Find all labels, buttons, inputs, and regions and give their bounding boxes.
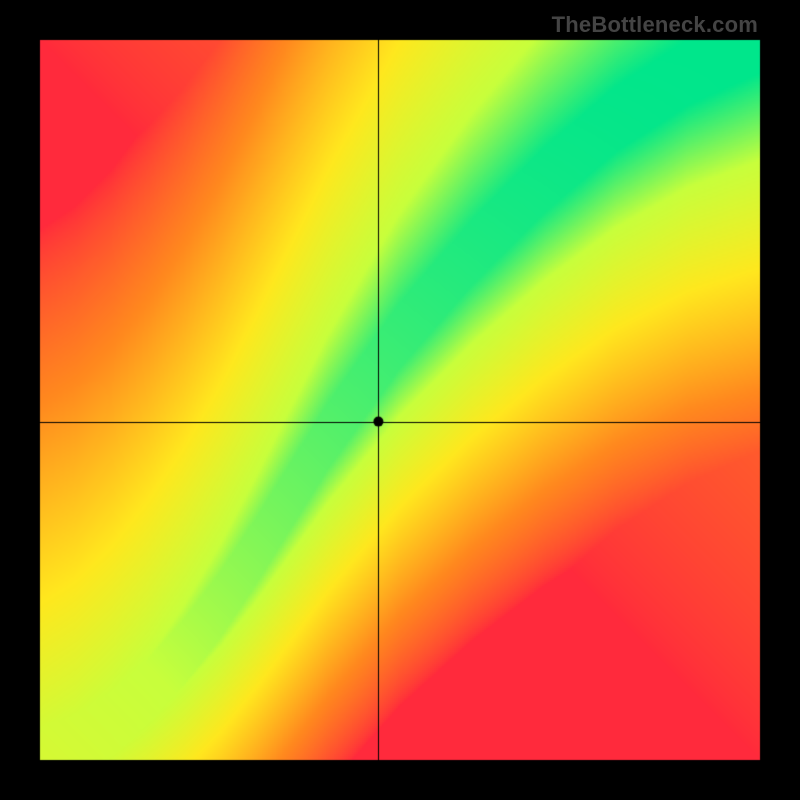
watermark-text: TheBottleneck.com bbox=[552, 12, 758, 38]
bottleneck-heatmap bbox=[0, 0, 800, 800]
